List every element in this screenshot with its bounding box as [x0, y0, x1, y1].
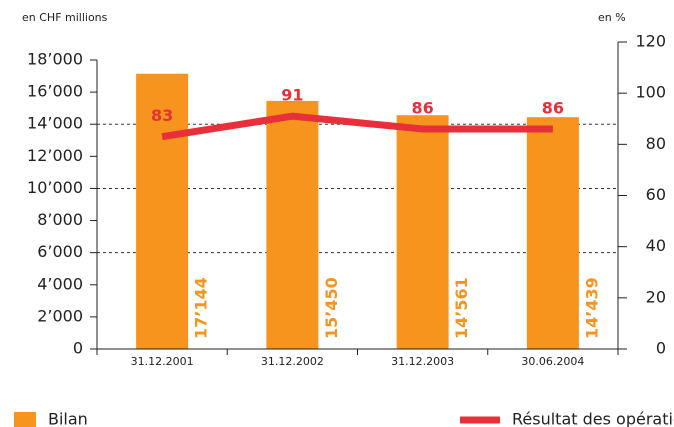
- bar: [526, 117, 579, 350]
- y-tick-label: 16’000: [27, 82, 83, 101]
- bar-value-label: 15’450: [322, 277, 341, 339]
- y-tick-label: 8’000: [37, 210, 83, 229]
- bar: [396, 115, 449, 349]
- legend-label: Bilan: [48, 410, 88, 427]
- y2-tick-label: 40: [646, 236, 666, 255]
- bar-value-label: 14’561: [452, 277, 471, 339]
- bar: [136, 73, 189, 349]
- y2-axis-label: en %: [598, 11, 626, 24]
- y-tick-label: 10’000: [27, 178, 83, 197]
- y2-tick-label: 20: [646, 287, 666, 306]
- y-tick-label: 0: [73, 339, 83, 358]
- x-tick-label: 31.12.2002: [261, 355, 324, 368]
- y-tick-label: 18’000: [27, 50, 83, 69]
- line-value-label: 86: [542, 98, 564, 117]
- y2-tick-label: 0: [656, 339, 666, 358]
- bar: [266, 100, 319, 349]
- x-tick-label: 30.06.2004: [521, 355, 584, 368]
- y2-tick-label: 100: [635, 83, 666, 102]
- line-value-label: 86: [411, 98, 433, 117]
- legend-label: Résultat des opérations d’intérêts: [512, 410, 674, 427]
- y-tick-label: 2’000: [37, 306, 83, 325]
- x-tick-label: 31.12.2001: [131, 355, 194, 368]
- bar-value-label: 17’144: [192, 277, 211, 339]
- line-value-label: 91: [281, 86, 303, 105]
- y2-tick-label: 60: [646, 185, 666, 204]
- bar-value-label: 14’439: [582, 277, 601, 339]
- line-value-label: 83: [151, 106, 173, 125]
- y-tick-label: 14’000: [27, 114, 83, 133]
- y-tick-label: 12’000: [27, 146, 83, 165]
- legend-swatch: [14, 412, 36, 427]
- y-axis-label: en CHF millions: [22, 11, 108, 24]
- x-tick-label: 31.12.2003: [391, 355, 454, 368]
- y-tick-label: 4’000: [37, 274, 83, 293]
- line: [161, 112, 553, 141]
- y2-tick-label: 120: [635, 32, 666, 51]
- y2-tick-label: 80: [646, 134, 666, 153]
- y-tick-label: 6’000: [37, 242, 83, 261]
